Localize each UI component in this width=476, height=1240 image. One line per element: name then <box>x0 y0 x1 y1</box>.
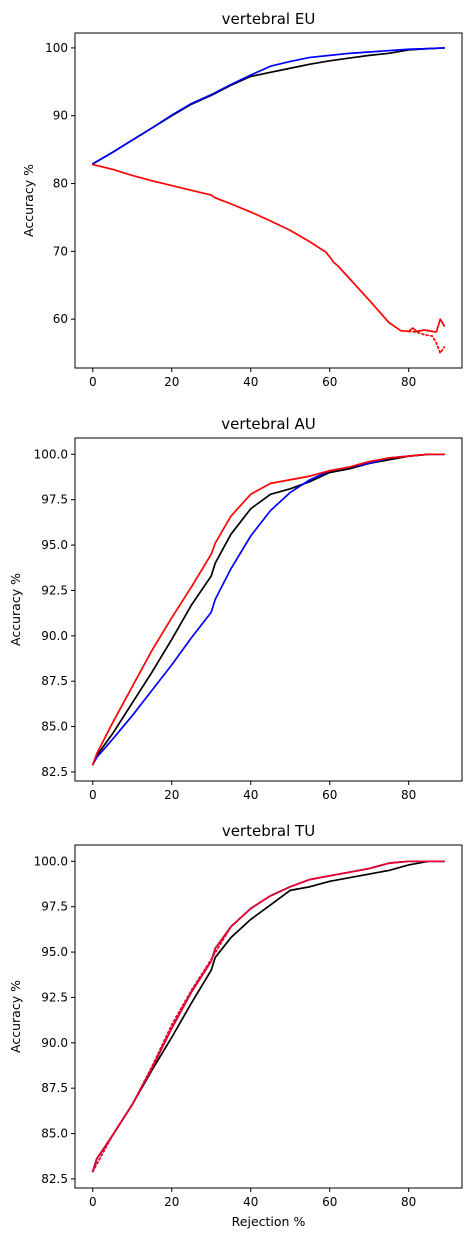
y-tick-label: 87.5 <box>41 1081 68 1095</box>
x-tick-label: 80 <box>401 788 416 802</box>
series-line-1 <box>91 47 446 165</box>
y-tick-label: 80 <box>53 177 68 191</box>
x-tick-label: 20 <box>164 375 179 389</box>
series-line-3 <box>91 453 446 766</box>
series-line-2 <box>91 860 446 1173</box>
y-tick-label: 85.0 <box>41 1127 68 1141</box>
y-tick-label: 90.0 <box>41 1036 68 1050</box>
x-tick-label: 20 <box>164 1195 179 1209</box>
chart-title: vertebral EU <box>222 10 316 28</box>
y-axis-label: Accuracy % <box>8 980 23 1053</box>
chart-title: vertebral TU <box>222 822 315 840</box>
x-tick-label: 0 <box>89 788 97 802</box>
plot-frame <box>74 844 463 1189</box>
y-tick-label: 82.5 <box>41 765 68 779</box>
x-tick-label: 40 <box>243 375 258 389</box>
y-tick-label: 82.5 <box>41 1172 68 1186</box>
x-tick-label: 80 <box>401 1195 416 1209</box>
x-tick-label: 80 <box>401 375 416 389</box>
y-tick-label: 100.0 <box>34 447 68 461</box>
chart-panel-1: 0 20 40 60 80 60 70 80 90 100 vertebral EU Accuracy… <box>21 10 463 389</box>
y-tick-label: 92.5 <box>41 990 68 1004</box>
x-tick-label: 60 <box>322 1195 337 1209</box>
x-tick-label: 40 <box>243 1195 258 1209</box>
y-axis-label: Accuracy % <box>21 164 36 237</box>
x-tick-label: 0 <box>89 1195 97 1209</box>
series-line-3 <box>91 860 446 1173</box>
y-tick-label: 70 <box>53 244 68 258</box>
y-tick-label: 92.5 <box>41 583 68 597</box>
series-line-4 <box>91 860 446 1173</box>
x-tick-label: 60 <box>322 375 337 389</box>
y-tick-label: 100 <box>45 41 68 55</box>
y-tick-label: 95.0 <box>41 538 68 552</box>
x-tick-label: 60 <box>322 788 337 802</box>
y-tick-label: 95.0 <box>41 945 68 959</box>
y-tick-label: 60 <box>53 312 68 326</box>
x-axis-label: Rejection % <box>232 1214 306 1229</box>
series-line-3 <box>91 163 446 333</box>
series-line-2 <box>91 453 446 766</box>
y-tick-label: 90 <box>53 109 68 123</box>
x-tick-label: 20 <box>164 788 179 802</box>
y-tick-label: 87.5 <box>41 674 68 688</box>
series-line-1 <box>91 860 446 1173</box>
y-axis-label: Accuracy % <box>8 573 23 646</box>
y-tick-label: 97.5 <box>41 900 68 914</box>
x-tick-label: 40 <box>243 788 258 802</box>
chart-title: vertebral AU <box>221 415 315 433</box>
y-tick-label: 100.0 <box>34 854 68 868</box>
plot-frame <box>74 32 463 369</box>
series-line-4 <box>407 330 446 354</box>
chart-panel-3: 0 20 40 60 80 82.5 85.0 87.5 90.0 92.5 95.0 97.5 100… <box>8 822 463 1229</box>
y-tick-label: 85.0 <box>41 720 68 734</box>
series-line-1 <box>91 453 446 766</box>
plot-frame <box>74 437 463 782</box>
y-tick-label: 90.0 <box>41 629 68 643</box>
x-tick-label: 0 <box>89 375 97 389</box>
series-line-2 <box>91 47 446 165</box>
chart-panel-2: 0 20 40 60 80 82.5 85.0 87.5 90.0 92.5 95.0 97.5 100… <box>8 415 463 802</box>
y-tick-label: 97.5 <box>41 493 68 507</box>
